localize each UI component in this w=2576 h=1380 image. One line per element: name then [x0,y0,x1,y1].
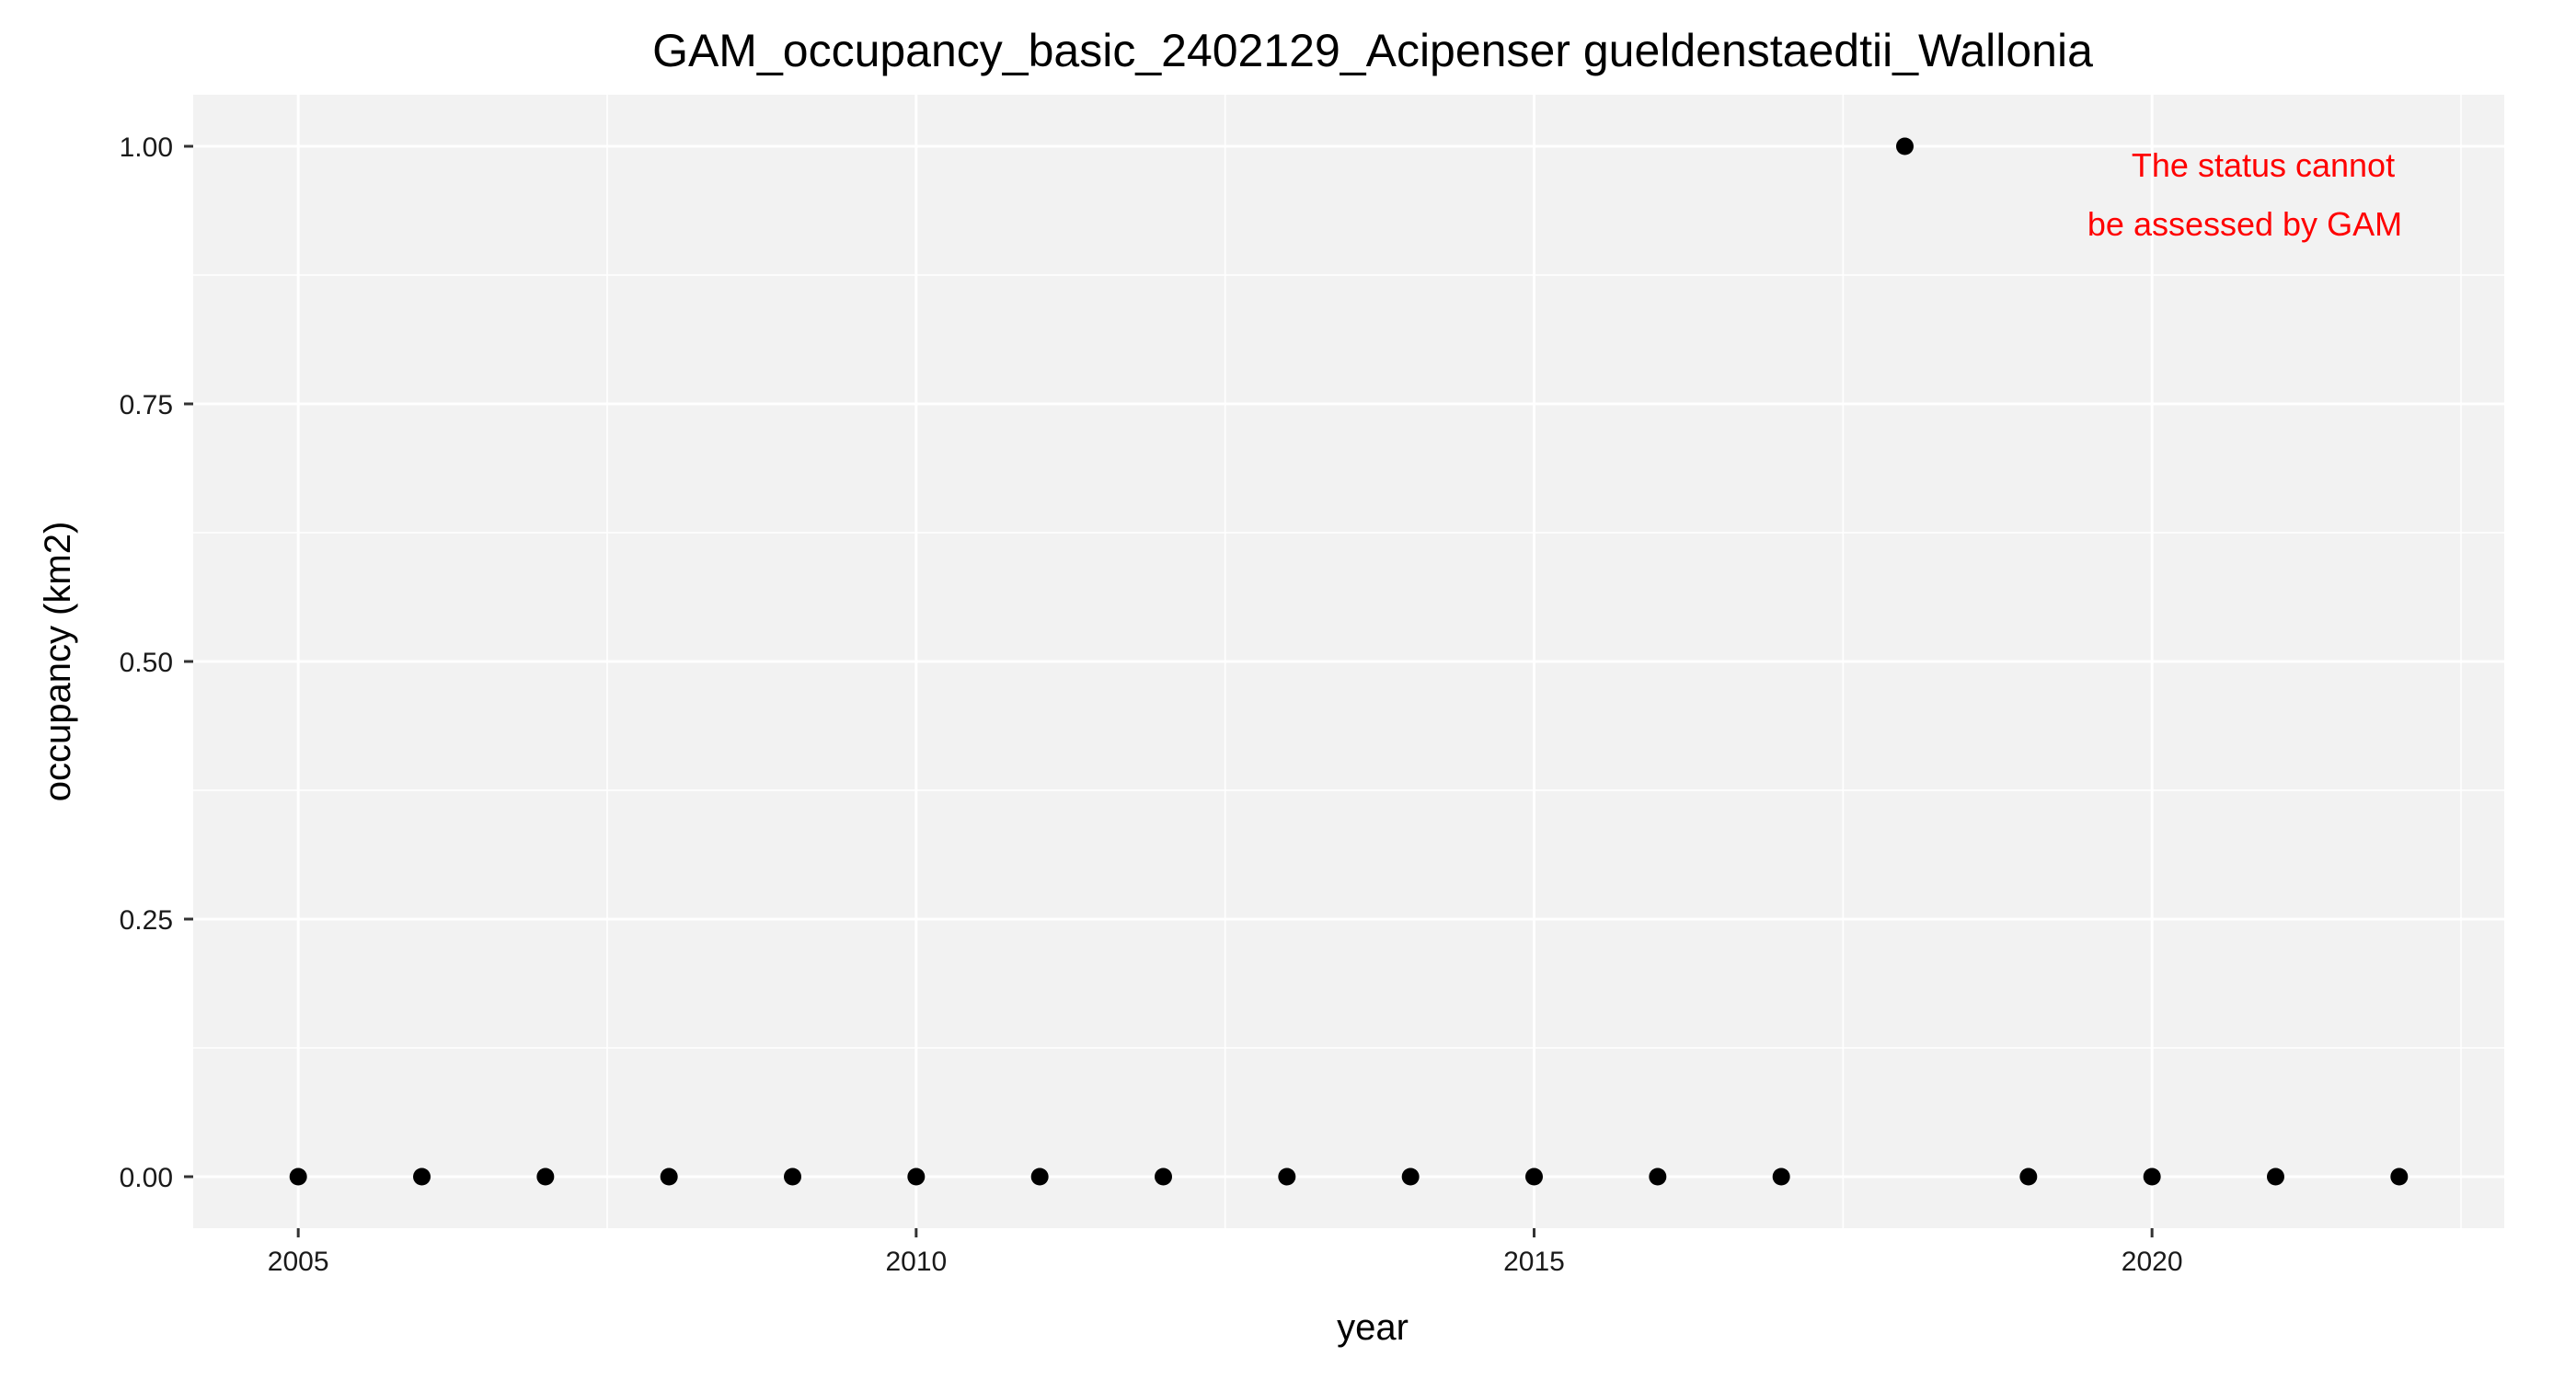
data-point [1030,1167,1049,1186]
annotation-line-1: The status cannot [2132,146,2395,184]
data-point [1278,1167,1296,1186]
data-point [1772,1167,1790,1186]
tick-labels: 2005 2010 2015 2020 0.00 0.25 0.50 0.75 1.00 [120,132,2183,1277]
data-point [2019,1167,2038,1186]
y-tick-label: 0.75 [120,390,173,420]
data-point [1155,1167,1173,1186]
data-point [289,1167,307,1186]
grid-major [193,95,2504,1228]
data-point [1895,137,1914,155]
data-point [413,1167,431,1186]
y-tick-label: 0.00 [120,1163,173,1193]
data-points [289,137,2409,1186]
y-tick-label: 0.50 [120,648,173,678]
x-tick-label: 2010 [885,1247,947,1277]
annotation: The status cannot be assessed by GAM [2087,146,2402,243]
y-tick-label: 1.00 [120,132,173,163]
chart-title: GAM_occupancy_basic_2402129_Acipenser gu… [652,25,2093,76]
data-point [2266,1167,2284,1186]
x-tick-label: 2015 [1503,1247,1565,1277]
y-axis-title: occupancy (km2) [38,522,78,802]
axis-ticks [184,144,2154,1237]
data-point [784,1167,802,1186]
x-tick-label: 2020 [2122,1247,2183,1277]
y-tick-label: 0.25 [120,905,173,936]
annotation-line-2: be assessed by GAM [2087,205,2402,243]
data-point [907,1167,926,1186]
data-point [536,1167,555,1186]
x-axis-title: year [1337,1307,1409,1348]
data-point [660,1167,678,1186]
data-point [1401,1167,1420,1186]
data-point [1524,1167,1543,1186]
x-tick-label: 2005 [268,1247,329,1277]
data-point [1649,1167,1667,1186]
data-point [2390,1167,2409,1186]
data-point [2143,1167,2161,1186]
